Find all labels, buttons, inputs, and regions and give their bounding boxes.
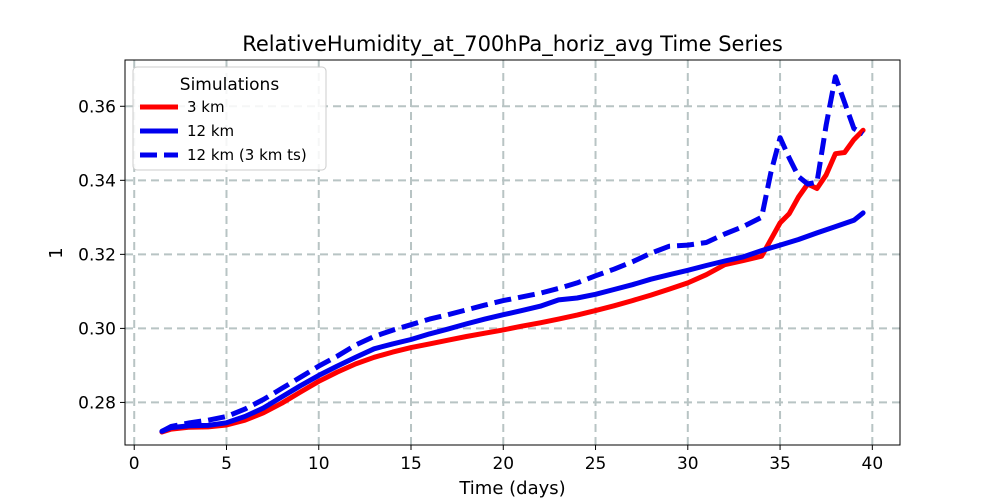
- y-axis-label: 1: [46, 247, 67, 258]
- x-tick-label: 0: [129, 454, 140, 474]
- series-line-12-km-3-km-ts: [160, 74, 865, 434]
- y-tick-label: 0.34: [78, 171, 116, 191]
- tick-layer: 0 5 10 15 20 25 30 35 40 0.28 0.30 0.32 0.34 0.36: [78, 97, 883, 474]
- y-tick-label: 0.32: [78, 245, 116, 265]
- x-tick-label: 40: [862, 454, 884, 474]
- series-line-12-km: [159, 210, 866, 434]
- series-layer: [159, 74, 866, 435]
- x-tick-label: 25: [585, 454, 607, 474]
- legend-title: Simulations: [180, 75, 280, 95]
- legend-box: [132, 66, 327, 171]
- x-tick-label: 5: [221, 454, 232, 474]
- legend: Simulations 3 km 12 km 12 km (3 km ts): [132, 66, 327, 171]
- y-tick-label: 0.28: [78, 393, 116, 413]
- x-tick-label: 15: [400, 454, 422, 474]
- chart-title: RelativeHumidity_at_700hPa_horiz_avg Tim…: [242, 32, 783, 57]
- x-tick-label: 20: [492, 454, 514, 474]
- series-line-3-km: [159, 127, 866, 435]
- x-tick-label: 35: [769, 454, 791, 474]
- legend-label-12km: 12 km: [187, 122, 234, 140]
- y-tick-label: 0.36: [78, 97, 116, 117]
- plot-frame: [124, 59, 901, 446]
- x-tick-label: 30: [677, 454, 699, 474]
- x-axis-label: Time (days): [458, 478, 565, 499]
- y-tick-label: 0.30: [78, 319, 116, 339]
- legend-label-12km-3km-ts: 12 km (3 km ts): [187, 146, 307, 164]
- legend-label-3km: 3 km: [187, 98, 225, 116]
- x-tick-label: 10: [308, 454, 330, 474]
